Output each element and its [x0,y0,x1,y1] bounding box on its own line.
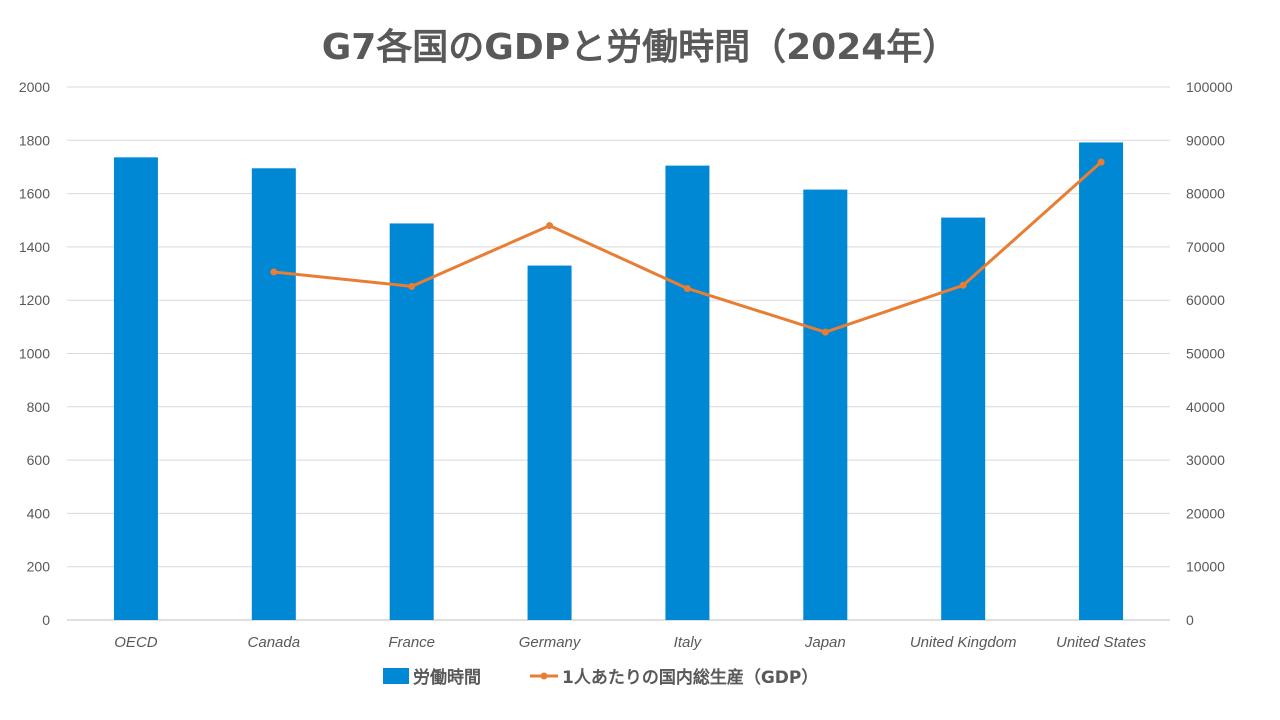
chart-title: G7各国のGDPと労働時間（2024年） [321,27,959,68]
bar [527,265,572,620]
right-tick-label: 80000 [1186,186,1225,202]
bar [1079,142,1124,620]
line-point [408,282,416,290]
left-tick-label: 600 [27,452,51,468]
bar [251,168,296,620]
line-point [546,222,554,230]
category-label: France [388,634,435,651]
category-label: Japan [804,634,846,651]
bar-series [113,142,1124,621]
right-axis-ticks: 0 10000 20000 30000 40000 50000 60000 70000 8000… [1186,79,1233,628]
category-label: United States [1056,634,1147,651]
right-tick-label: 100000 [1186,79,1233,95]
right-tick-label: 0 [1186,612,1194,628]
left-tick-label: 1400 [19,239,50,255]
gridlines [67,86,1170,621]
category-label: Germany [519,634,582,651]
legend: 労働時間 1人あたりの国内総生産（GDP） [383,667,818,688]
legend-line-label: 1人あたりの国内総生産（GDP） [562,667,818,688]
line-point [270,268,278,276]
category-label: OECD [114,634,158,651]
left-tick-label: 200 [27,559,51,575]
left-tick-label: 1800 [19,132,50,148]
line-point [821,328,829,336]
right-tick-label: 40000 [1186,399,1225,415]
right-tick-label: 70000 [1186,239,1225,255]
right-tick-label: 10000 [1186,559,1225,575]
left-tick-label: 400 [27,505,51,521]
right-tick-label: 30000 [1186,452,1225,468]
line-series [270,158,1105,336]
left-axis-ticks: 0 200 400 600 800 1000 1200 1400 1600 1800 2000 [19,79,50,628]
bar [941,217,986,620]
left-tick-label: 2000 [19,79,50,95]
category-label: United Kingdom [910,634,1017,651]
left-tick-label: 800 [27,399,51,415]
left-tick-label: 1600 [19,186,50,202]
category-label: Italy [674,634,703,651]
bar [665,165,710,620]
right-tick-label: 90000 [1186,132,1225,148]
left-tick-label: 0 [42,612,50,628]
bar [113,157,158,620]
left-tick-label: 1000 [19,346,50,362]
line-point [683,284,691,292]
left-tick-label: 1200 [19,292,50,308]
bar [803,189,848,621]
legend-bar-label: 労働時間 [413,667,481,688]
legend-bar-swatch [383,668,409,684]
legend-line-marker [540,672,548,680]
category-label: Canada [248,634,301,651]
right-tick-label: 20000 [1186,505,1225,521]
line-point [959,281,967,289]
category-labels: OECD Canada France Germany Italy Japan United … [114,634,1146,651]
line-point [1097,158,1105,166]
right-tick-label: 60000 [1186,292,1225,308]
right-tick-label: 50000 [1186,346,1225,362]
